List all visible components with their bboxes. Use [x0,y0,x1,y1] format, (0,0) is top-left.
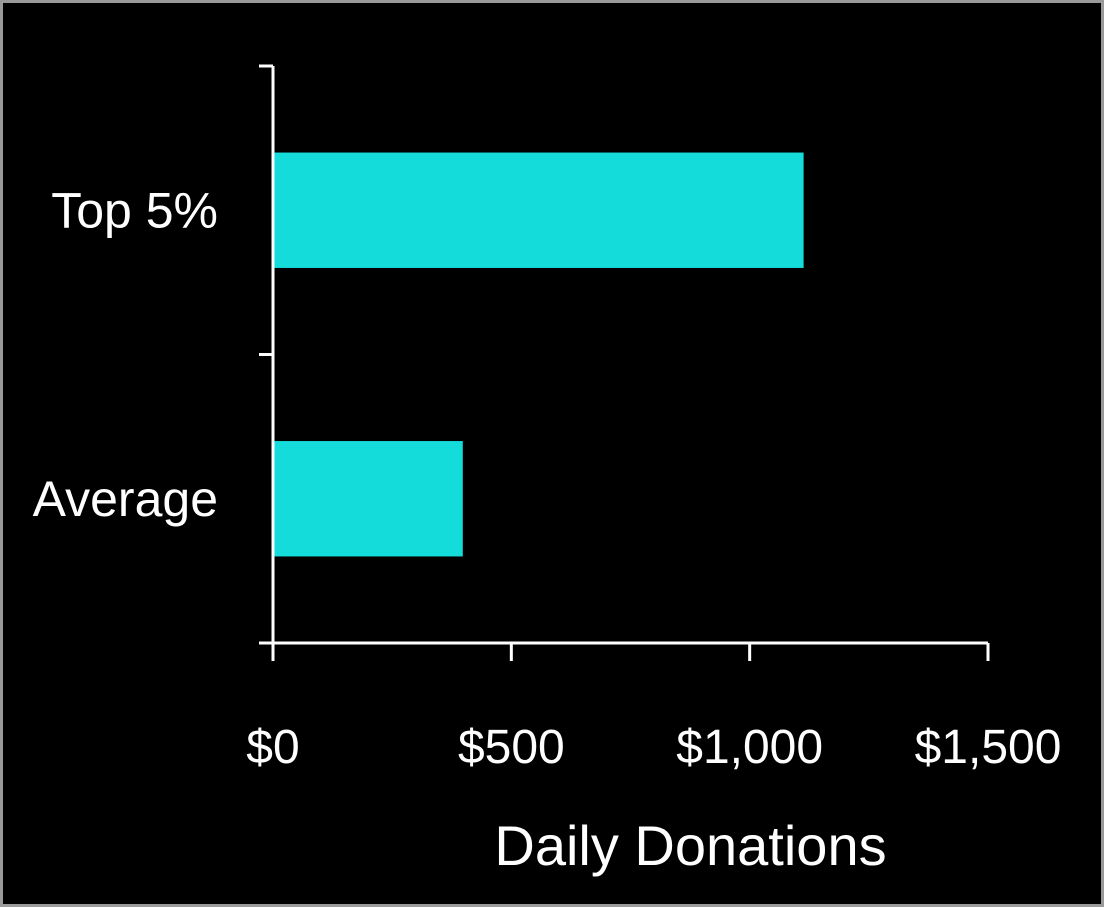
x-tick-label: $0 [246,721,299,774]
category-label-average: Average [33,471,218,527]
x-tick-label: $1,000 [676,721,823,774]
x-tick-label: $500 [458,721,565,774]
bars-group [274,152,804,557]
axes-group [259,64,990,661]
labels-group: Top 5% Average $0 $500 $1,000 $1,500 [33,182,1062,774]
x-tick-label: $1,500 [915,721,1062,774]
category-label-top-5: Top 5% [51,182,218,238]
x-axis-label: Daily Donations [494,814,886,877]
bar-average [274,441,463,557]
bar-top-5 [274,152,804,268]
bar-chart: Top 5% Average $0 $500 $1,000 $1,500 Daily Do… [33,64,1062,877]
